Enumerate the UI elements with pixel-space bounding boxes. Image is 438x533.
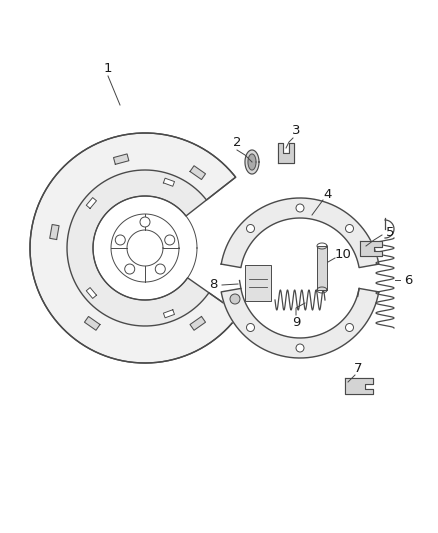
Polygon shape [50, 224, 59, 239]
Text: 2: 2 [233, 136, 241, 149]
Text: 4: 4 [324, 189, 332, 201]
Polygon shape [345, 378, 373, 394]
Circle shape [115, 235, 125, 245]
Circle shape [247, 224, 254, 232]
Circle shape [346, 224, 353, 232]
FancyBboxPatch shape [245, 265, 271, 301]
FancyBboxPatch shape [317, 246, 327, 290]
Circle shape [346, 324, 353, 332]
Circle shape [296, 344, 304, 352]
Polygon shape [190, 166, 205, 180]
Polygon shape [245, 150, 259, 174]
Polygon shape [85, 317, 100, 330]
Polygon shape [278, 143, 294, 163]
Text: 8: 8 [209, 279, 217, 292]
Text: 5: 5 [386, 225, 394, 238]
Text: 10: 10 [335, 248, 351, 262]
Circle shape [247, 324, 254, 332]
Polygon shape [86, 288, 96, 298]
Polygon shape [113, 154, 129, 164]
Polygon shape [248, 154, 256, 170]
Polygon shape [190, 317, 205, 330]
Circle shape [296, 204, 304, 212]
Polygon shape [360, 241, 382, 256]
Polygon shape [86, 198, 96, 208]
Circle shape [155, 264, 165, 274]
Circle shape [125, 264, 135, 274]
Polygon shape [221, 198, 379, 268]
Circle shape [165, 235, 175, 245]
Polygon shape [30, 133, 239, 363]
Circle shape [230, 294, 240, 304]
Text: 3: 3 [292, 124, 300, 136]
Text: 6: 6 [404, 273, 412, 287]
Polygon shape [163, 310, 174, 318]
Text: 1: 1 [104, 61, 112, 75]
Polygon shape [221, 288, 379, 358]
Circle shape [140, 217, 150, 227]
Polygon shape [163, 178, 174, 186]
Text: 9: 9 [292, 317, 300, 329]
Polygon shape [30, 133, 239, 363]
Text: 7: 7 [354, 361, 362, 375]
